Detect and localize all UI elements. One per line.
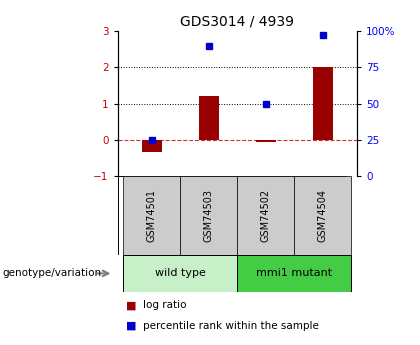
Bar [199, 96, 219, 140]
Text: GSM74503: GSM74503 [204, 189, 214, 242]
Text: percentile rank within the sample: percentile rank within the sample [143, 321, 319, 331]
Text: log ratio: log ratio [143, 300, 186, 310]
Bar [142, 140, 162, 152]
Bar [256, 140, 276, 141]
Bar [180, 176, 237, 255]
Bar [123, 176, 180, 255]
Text: wild type: wild type [155, 268, 206, 278]
Text: mmi1 mutant: mmi1 mutant [256, 268, 332, 278]
Text: ■: ■ [126, 300, 136, 310]
Text: GSM74501: GSM74501 [147, 189, 157, 242]
Text: GSM74502: GSM74502 [261, 189, 271, 242]
Bar [294, 176, 351, 255]
Title: GDS3014 / 4939: GDS3014 / 4939 [180, 14, 294, 29]
Text: GSM74504: GSM74504 [318, 189, 328, 242]
Bar [237, 255, 351, 292]
Text: ■: ■ [126, 321, 136, 331]
Bar [123, 255, 237, 292]
Text: genotype/variation: genotype/variation [2, 268, 101, 278]
Bar [313, 67, 333, 140]
Bar [237, 176, 294, 255]
